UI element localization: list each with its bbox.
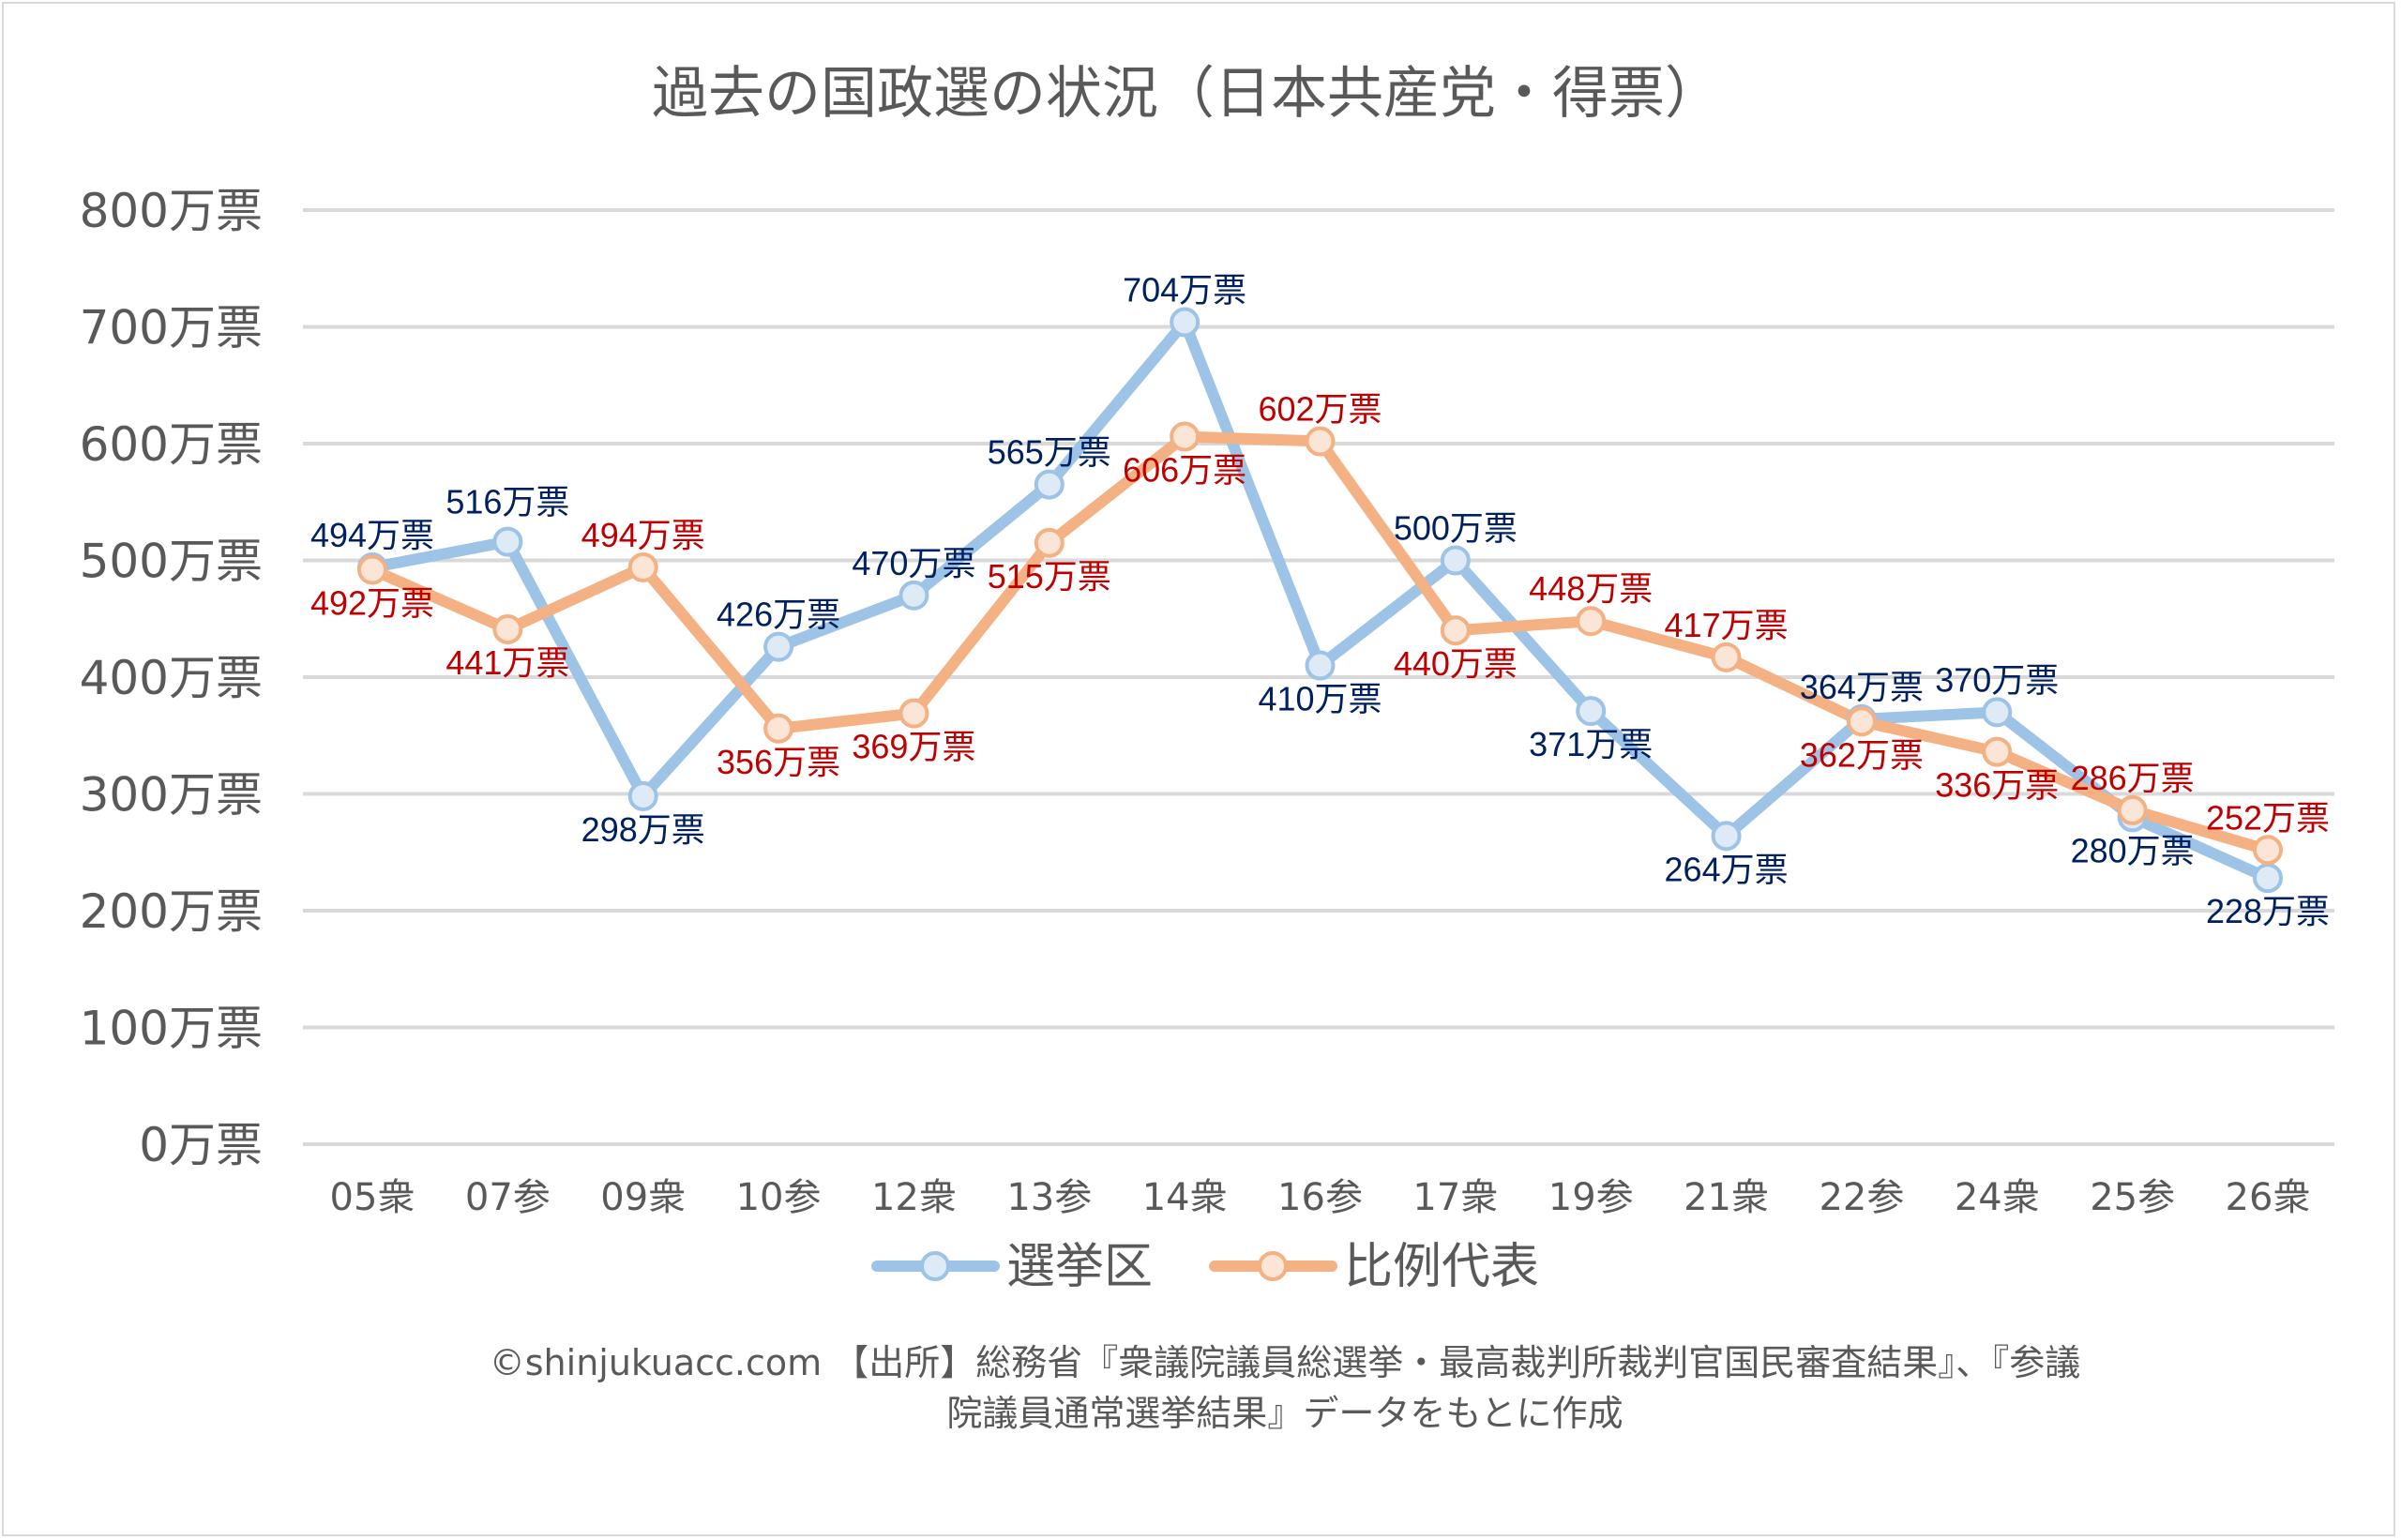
y-tick-label: 0万票 [139,1118,263,1172]
x-tick-label: 09衆 [600,1176,686,1219]
data-label: 371万票 [1529,725,1653,763]
data-point [1711,642,1742,672]
y-tick-label: 100万票 [80,1002,263,1056]
data-label: 417万票 [1665,606,1789,644]
data-label: 500万票 [1394,509,1518,548]
x-tick-label: 24衆 [1955,1176,2040,1219]
data-label: 286万票 [2071,759,2195,797]
x-tick-label: 22参 [1819,1176,1904,1219]
data-label: 280万票 [2071,831,2195,869]
y-tick-label: 500万票 [80,535,263,589]
data-point [492,613,523,644]
y-tick-label: 600万票 [80,417,263,472]
x-tick-label: 16参 [1277,1176,1363,1219]
data-point [2117,794,2148,825]
data-point [1846,706,1877,737]
data-label: 494万票 [310,516,434,554]
data-point [1440,615,1471,646]
data-label: 362万票 [1800,735,1924,774]
chart-title: 過去の国政選の状況（日本共産党・得票） [652,61,1721,127]
y-tick-label: 300万票 [80,768,263,823]
data-point [1576,696,1607,727]
data-label: 606万票 [1123,451,1246,490]
data-point [1034,469,1065,500]
x-tick-label: 05衆 [330,1176,415,1219]
x-tick-label: 25参 [2090,1176,2175,1219]
data-label: 704万票 [1123,271,1246,310]
data-point [1034,527,1065,558]
data-label: 494万票 [581,516,705,554]
data-label: 426万票 [717,596,840,634]
y-tick-label: 800万票 [80,184,263,238]
data-label: 565万票 [988,433,1111,472]
data-label: 516万票 [445,483,569,521]
data-label: 448万票 [1529,569,1653,608]
data-point [763,713,794,744]
x-tick-label: 12衆 [871,1176,957,1219]
x-tick-label: 07参 [465,1176,551,1219]
data-point [492,526,523,557]
data-label: 515万票 [988,557,1111,596]
data-label: 252万票 [2206,798,2330,837]
y-tick-label: 400万票 [80,651,263,705]
data-point [1440,545,1471,576]
data-point [2253,835,2283,866]
data-point [627,551,658,582]
x-tick-label: 19参 [1548,1176,1634,1219]
data-point [898,698,929,729]
data-label: 228万票 [2206,892,2330,930]
x-tick-label: 10参 [736,1176,822,1219]
data-point [1711,821,1742,852]
data-label: 410万票 [1258,680,1382,718]
footer-source-line-2: 院議員通常選挙結果』データをもとに作成 [946,1393,1623,1434]
x-tick-label: 17衆 [1412,1176,1498,1219]
data-point [1576,606,1607,637]
legend-marker-0 [920,1251,950,1281]
data-point [1982,736,2013,767]
data-point [1305,426,1336,457]
data-point [627,780,658,811]
footer-source-line-1: ©shinjukuacc.com 【出所】総務省『衆議院議員総選挙・最高裁判所裁… [490,1342,2080,1383]
data-label: 441万票 [445,643,569,682]
data-label: 264万票 [1665,850,1789,888]
data-point [763,631,794,662]
data-point [1305,650,1336,681]
legend-label-0: 選挙区 [1006,1239,1153,1295]
data-label: 370万票 [1935,660,2059,699]
data-point [357,554,387,585]
x-tick-label: 13参 [1006,1176,1092,1219]
y-tick-label: 200万票 [80,884,263,939]
data-label: 356万票 [717,743,840,781]
data-label: 470万票 [852,544,975,582]
data-label: 298万票 [581,810,705,849]
x-tick-label: 14衆 [1142,1176,1228,1219]
data-label: 364万票 [1800,668,1924,706]
data-label: 440万票 [1394,644,1518,683]
data-point [2253,863,2283,894]
data-label: 602万票 [1258,390,1382,429]
y-tick-label: 700万票 [80,301,263,355]
data-point [1170,421,1200,452]
x-tick-label: 21衆 [1684,1176,1769,1219]
x-tick-label: 26衆 [2226,1176,2311,1219]
data-point [898,580,929,611]
data-label: 336万票 [1935,766,2059,805]
data-label: 369万票 [852,728,975,766]
legend-label-1: 比例代表 [1344,1239,1539,1295]
legend-marker-1 [1258,1251,1288,1281]
data-point [1982,697,2013,728]
data-label: 492万票 [310,583,434,622]
data-point [1170,307,1200,338]
